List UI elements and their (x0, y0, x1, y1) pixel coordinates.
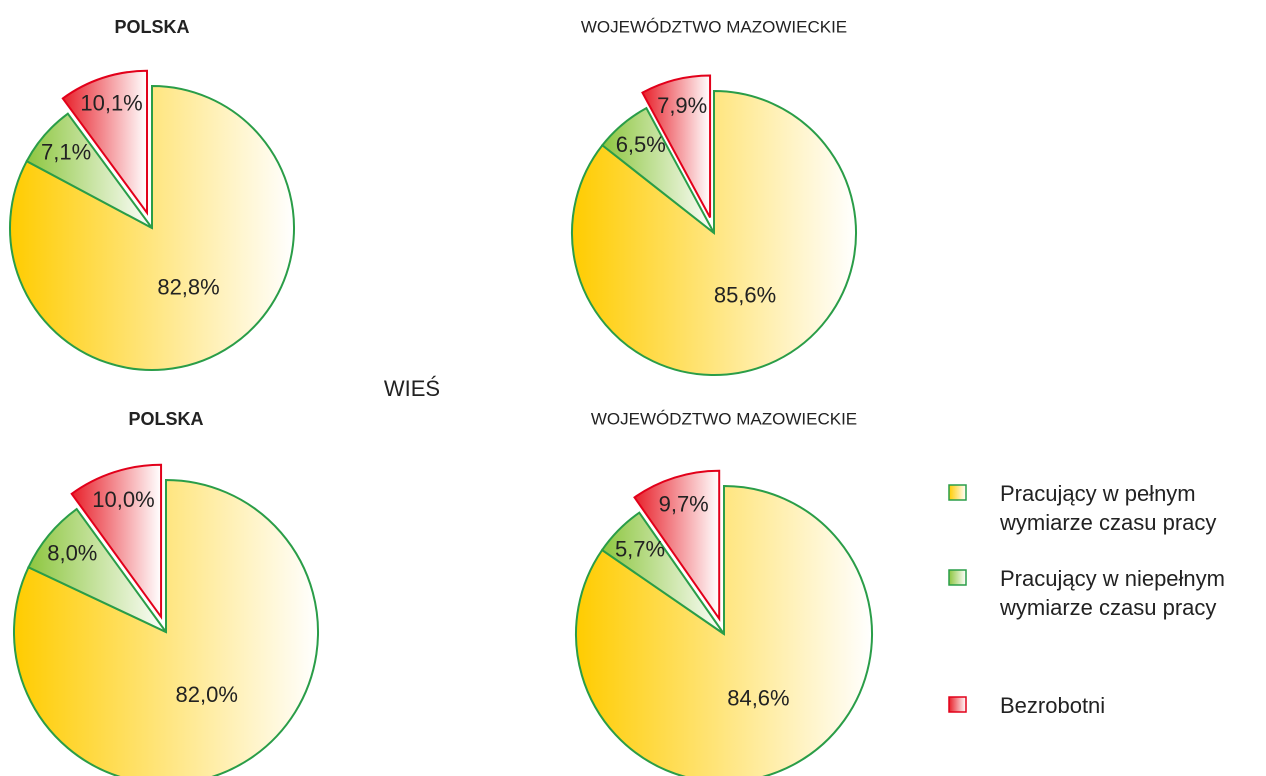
pie-slice (27, 507, 167, 633)
value-label: 82,8% (157, 275, 219, 300)
legend-label: Pracujący w pełnym wymiarze czasu pracy (1000, 481, 1217, 535)
value-label: 5,7% (615, 536, 665, 561)
legend-swatch (948, 569, 967, 586)
pie-slice (61, 69, 149, 216)
pie-slice (13, 478, 319, 776)
chart-title: WOJEWÓDZTWO MAZOWIECKIE (591, 409, 857, 428)
chart-title: POLSKA (114, 17, 189, 37)
value-label: 7,9% (657, 93, 707, 118)
legend-label: Bezrobotni (1000, 693, 1106, 718)
pie-slice (633, 469, 721, 622)
chart-title: WOJEWÓDZTWO MAZOWIECKIE (581, 17, 847, 36)
pie-slice (25, 112, 153, 229)
pie-slice (9, 84, 295, 371)
pie-slice (70, 463, 163, 620)
value-label: 10,1% (80, 91, 142, 116)
value-label: 85,6% (714, 283, 776, 308)
pie-slice (600, 511, 725, 635)
legend-swatch (948, 484, 967, 501)
value-label: 10,0% (92, 487, 154, 512)
value-label: 6,5% (616, 132, 666, 157)
legend-label: Pracujący w niepełnym wymiarze czasu pra… (1000, 566, 1225, 620)
value-label: 8,0% (47, 540, 97, 565)
pie-slice (575, 484, 873, 776)
value-label: 84,6% (727, 685, 789, 710)
value-label: 7,1% (41, 139, 91, 164)
value-label: 82,0% (176, 682, 238, 707)
legend-swatch (948, 696, 967, 713)
chart-title: POLSKA (128, 409, 203, 429)
pie-slice (641, 74, 712, 218)
heading: WIEŚ (384, 376, 440, 401)
pie-slice (600, 106, 715, 234)
value-label: 9,7% (659, 492, 709, 517)
